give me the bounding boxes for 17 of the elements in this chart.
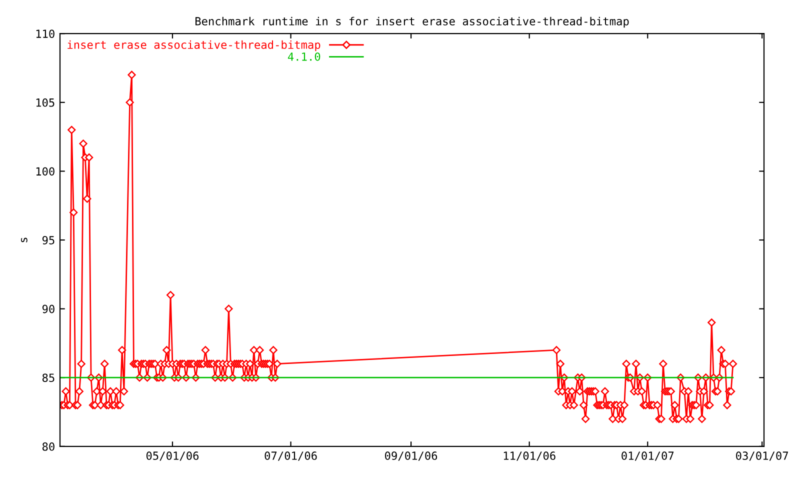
- x-tick-label: 01/01/07: [622, 452, 674, 461]
- chart-title: Benchmark runtime in s for insert erase associative-thread-bitmap: [196, 16, 629, 28]
- x-tick-label: 05/01/06: [146, 452, 199, 461]
- y-tick-label: 85: [42, 374, 54, 382]
- y-tick-label: 105: [36, 98, 54, 107]
- x-tick-label: 03/01/07: [736, 452, 788, 461]
- x-tick-label: 09/01/06: [384, 452, 438, 461]
- y-tick-label: 95: [42, 236, 54, 244]
- y-axis-title: s: [20, 238, 28, 242]
- y-tick-label: 90: [42, 304, 54, 314]
- x-tick-label: 11/01/06: [504, 452, 556, 461]
- y-tick-label: 110: [36, 30, 54, 38]
- legend-label: 4.1.0: [288, 52, 320, 61]
- legend-label: insert erase associative-thread-bitmap: [68, 40, 320, 52]
- y-tick-label: 100: [36, 167, 54, 176]
- x-tick-label: 07/01/06: [264, 452, 317, 461]
- y-tick-label: 80: [42, 442, 54, 451]
